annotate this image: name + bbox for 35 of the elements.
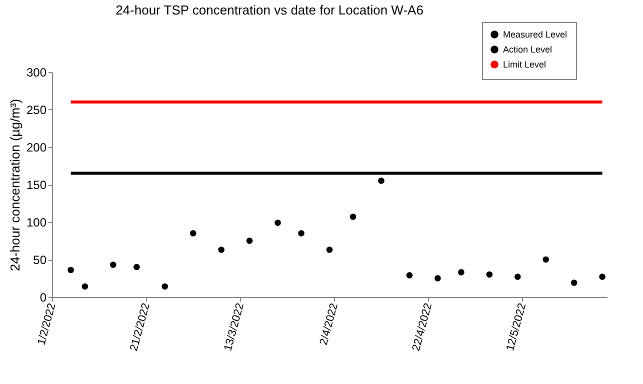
legend-label: Measured Level <box>503 30 568 40</box>
point <box>406 272 413 278</box>
point <box>542 256 550 263</box>
point <box>514 274 521 280</box>
y-axis-title: 24-hour concentration (µg/m³) <box>7 98 22 272</box>
point <box>82 283 88 290</box>
x-tick-label: 1/2/2022 <box>36 302 58 346</box>
legend-label: Action Level <box>503 44 552 54</box>
point <box>110 262 116 268</box>
point <box>486 271 493 278</box>
point <box>458 269 464 276</box>
y-tick-label: 200 <box>26 140 47 154</box>
point <box>350 214 356 220</box>
y-tick-label: 0 <box>40 290 47 304</box>
y-tick-label: 100 <box>26 216 47 230</box>
point <box>162 283 168 290</box>
legend-label: Limit Level <box>503 60 546 70</box>
point <box>68 266 74 274</box>
y-tick-label: 300 <box>26 66 47 80</box>
y-tick-label: 250 <box>26 103 47 117</box>
point <box>298 230 304 236</box>
x-tick-label: 2/4/2022 <box>318 302 340 346</box>
point <box>134 264 140 270</box>
point <box>378 178 384 184</box>
y-tick-label: 150 <box>26 178 47 192</box>
y-tick-label: 50 <box>33 253 47 267</box>
point <box>274 220 281 226</box>
point <box>570 280 578 286</box>
point <box>599 274 606 280</box>
chart-title: 24-hour TSP concentration vs date for Location W-A6 <box>116 2 424 18</box>
point <box>326 246 333 253</box>
point <box>190 230 196 236</box>
point <box>246 238 253 244</box>
point <box>218 246 224 253</box>
point <box>434 275 441 282</box>
